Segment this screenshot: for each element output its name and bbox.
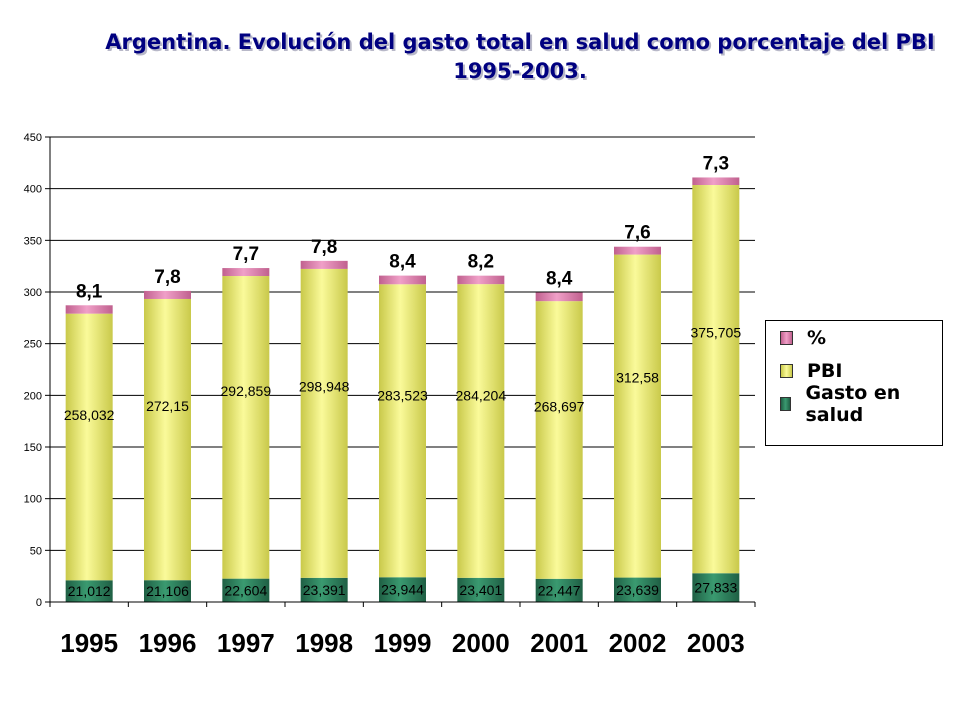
legend-label-pbi: PBI	[807, 360, 843, 382]
data-label-gasto: 22,604	[224, 582, 267, 598]
bar-segment-gasto	[144, 580, 191, 602]
legend-swatch-percent	[780, 331, 793, 345]
bar-segment-pbi	[535, 301, 583, 579]
legend-item-pbi: PBI	[780, 358, 842, 384]
data-label-pbi: 375,705	[691, 325, 742, 341]
bar-segment-percent	[300, 260, 348, 269]
y-tick-label: 350	[24, 235, 42, 247]
chart-title-line-1: Argentina. Evolución del gasto total en …	[105, 30, 935, 54]
y-tick-label: 450	[24, 132, 42, 144]
bar-segment-gasto	[222, 578, 270, 602]
data-label-percent: 7,6	[624, 223, 650, 244]
bar-segment-pbi	[144, 298, 191, 581]
y-tick-label: 250	[24, 339, 42, 351]
data-label-gasto: 21,012	[68, 583, 111, 599]
bar-segment-percent	[535, 292, 583, 302]
x-tick-label: 2001	[530, 628, 588, 658]
data-label-gasto: 23,401	[459, 582, 502, 598]
data-label-gasto: 27,833	[694, 580, 737, 596]
y-tick-label: 300	[24, 287, 42, 299]
data-label-gasto: 23,391	[303, 582, 346, 598]
y-tick-label: 100	[24, 494, 42, 506]
data-label-gasto: 23,944	[381, 582, 424, 598]
bar-segment-percent	[692, 177, 740, 186]
data-labels: 21,012 258,032 8,1 21,106 272,15 7,8 22,604 292…	[64, 153, 741, 599]
y-axis: 0 50 100 150 200 250 300 350 400 450	[24, 132, 51, 609]
legend: % PBI Gasto en salud	[765, 320, 943, 446]
x-tick-label: 2003	[687, 628, 745, 658]
bar-segment-pbi	[300, 268, 348, 578]
bar-segment-gasto	[300, 577, 348, 602]
bar-segment-pbi	[614, 254, 661, 578]
x-tick-label: 2000	[452, 628, 510, 658]
data-label-pbi: 272,15	[146, 398, 189, 414]
x-tick-label: 1995	[60, 628, 118, 658]
bar-segment-gasto	[535, 578, 583, 602]
y-tick-label: 200	[24, 390, 42, 402]
chart-title: Argentina. Evolución del gasto total en …	[60, 28, 960, 86]
legend-label-gasto: Gasto en salud	[805, 382, 901, 426]
data-label-pbi: 298,948	[299, 378, 350, 394]
data-label-percent: 8,4	[389, 252, 416, 273]
legend-item-percent: %	[780, 325, 826, 351]
bar-segment-pbi	[457, 284, 505, 578]
bars	[65, 177, 740, 602]
x-tick-label: 2002	[609, 628, 667, 658]
bar-segment-gasto	[457, 577, 505, 602]
x-tick-label: 1999	[374, 628, 432, 658]
data-label-pbi: 292,859	[221, 383, 272, 399]
bar-segment-pbi	[692, 185, 740, 574]
legend-label-percent: %	[807, 327, 827, 349]
bar-segment-percent	[614, 246, 661, 255]
data-label-percent: 8,1	[76, 281, 103, 302]
y-tick-label: 50	[30, 545, 42, 557]
data-label-pbi: 258,032	[64, 407, 115, 423]
x-tick-label: 1996	[139, 628, 197, 658]
bar-segment-percent	[379, 275, 426, 285]
bar-segment-pbi	[65, 313, 113, 581]
x-axis: 1995 1996 1997 1998 1999 2000 2001 2002 2003	[49, 601, 756, 658]
bar-segment-pbi	[379, 284, 426, 578]
data-label-gasto: 23,639	[616, 582, 659, 598]
bar-segment-percent	[65, 305, 113, 314]
bar-segment-pbi	[222, 276, 270, 579]
bar-segment-gasto	[692, 573, 740, 602]
data-label-pbi: 283,523	[377, 388, 428, 404]
bar-segment-gasto	[614, 577, 661, 602]
data-label-gasto: 21,106	[146, 583, 189, 599]
x-tick-label: 1998	[295, 628, 353, 658]
data-label-percent: 8,2	[468, 252, 494, 273]
y-tick-label: 0	[36, 597, 42, 609]
bar-segment-percent	[144, 290, 191, 299]
data-label-pbi: 268,697	[534, 399, 585, 415]
x-tick-label: 1997	[217, 628, 275, 658]
data-label-percent: 7,8	[154, 267, 180, 288]
data-label-gasto: 22,447	[538, 582, 581, 598]
chart-title-line-2: 1995-2003.	[453, 59, 587, 83]
data-label-pbi: 312,58	[616, 369, 659, 385]
bar-segment-gasto	[65, 580, 113, 602]
bar-segment-percent	[222, 268, 270, 277]
y-tick-label: 150	[24, 442, 42, 454]
legend-swatch-pbi	[780, 364, 793, 378]
data-label-percent: 7,8	[311, 237, 337, 258]
legend-item-gasto: Gasto en salud	[780, 382, 942, 426]
bar-segment-gasto	[379, 577, 426, 602]
legend-swatch-gasto	[780, 397, 792, 411]
bar-segment-percent	[457, 275, 505, 285]
data-label-percent: 8,4	[546, 268, 573, 289]
data-label-pbi: 284,204	[456, 388, 507, 404]
y-tick-label: 400	[24, 184, 42, 196]
data-label-percent: 7,3	[703, 153, 729, 174]
data-label-percent: 7,7	[233, 244, 259, 265]
